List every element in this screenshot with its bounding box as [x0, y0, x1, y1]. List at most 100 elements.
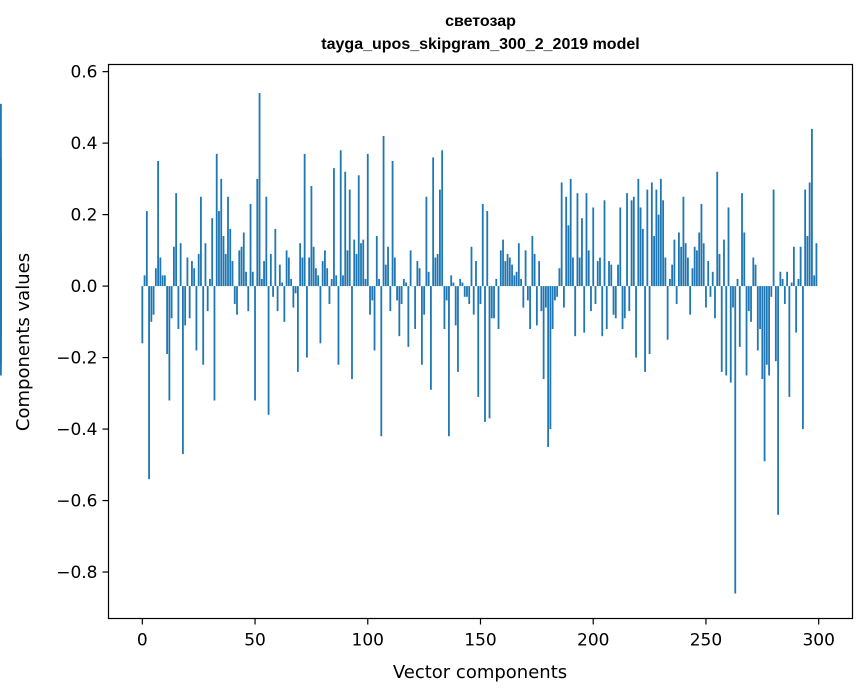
x-tick-label: 200 — [577, 631, 609, 651]
bar-168 — [520, 279, 522, 286]
bar-123 — [419, 268, 421, 286]
bar-109 — [387, 247, 389, 286]
bar-283 — [779, 272, 781, 286]
bar-162 — [507, 254, 509, 286]
bar-268 — [746, 286, 748, 375]
bar-71 — [301, 258, 303, 287]
bar-50 — [254, 286, 256, 400]
bar-129 — [432, 157, 434, 286]
bar-28 — [205, 243, 207, 286]
bar-68 — [295, 286, 297, 293]
bar-73 — [306, 286, 308, 357]
bar-169 — [522, 286, 524, 307]
bar-246 — [696, 250, 698, 286]
bar-127 — [428, 272, 430, 286]
bar-144 — [466, 286, 468, 297]
bar-57 — [270, 254, 272, 286]
bar-55 — [265, 197, 267, 286]
bar-227 — [653, 236, 655, 286]
bar-undefined — [0, 236, 2, 286]
bar-41 — [234, 286, 236, 304]
bar-190 — [570, 179, 572, 286]
bar-99 — [365, 279, 367, 286]
bar-146 — [471, 247, 473, 286]
bar-13 — [171, 286, 173, 318]
bar-176 — [538, 261, 540, 286]
bar-147 — [473, 286, 475, 315]
chart-title: светозар — [108, 13, 853, 31]
bar-150 — [480, 286, 482, 304]
bar-284 — [782, 279, 784, 286]
bar-192 — [574, 286, 576, 336]
bar-103 — [374, 286, 376, 350]
bar-12 — [168, 286, 170, 400]
bar-247 — [698, 232, 700, 286]
bar-286 — [786, 272, 788, 286]
bar-295 — [807, 236, 809, 286]
bar-279 — [770, 286, 772, 297]
bar-100 — [367, 154, 369, 286]
bar-289 — [793, 247, 795, 286]
bar-126 — [425, 197, 427, 286]
bar-174 — [534, 254, 536, 286]
bar-182 — [552, 286, 554, 329]
bar-93 — [351, 286, 353, 379]
bar-187 — [563, 286, 565, 307]
bar-266 — [741, 193, 743, 286]
bar-251 — [707, 261, 709, 286]
bar-198 — [588, 250, 590, 286]
bar-51 — [256, 179, 258, 286]
bar-160 — [502, 240, 504, 286]
bar-257 — [721, 286, 723, 372]
bar-211 — [617, 265, 619, 286]
bar-148 — [475, 261, 477, 286]
bar-114 — [398, 286, 400, 336]
bar-188 — [565, 197, 567, 286]
x-tick-label: 0 — [137, 631, 148, 651]
bar-149 — [477, 286, 479, 397]
bar-27 — [202, 286, 204, 365]
bar-1 — [144, 275, 146, 286]
bar-185 — [559, 268, 561, 286]
bar-217 — [631, 200, 633, 286]
x-axis-label: Vector components — [393, 662, 567, 683]
bar-215 — [626, 193, 628, 286]
bar-189 — [568, 225, 570, 286]
bar-156 — [493, 286, 495, 318]
bar-155 — [491, 286, 493, 318]
y-tick-label: −0.8 — [56, 563, 97, 583]
bar-39 — [229, 229, 231, 286]
bar-97 — [360, 243, 362, 286]
bar-232 — [664, 258, 666, 287]
bar-287 — [788, 286, 790, 397]
bar-19 — [184, 286, 186, 325]
bar-108 — [385, 265, 387, 286]
bar-52 — [259, 93, 261, 286]
bar-221 — [640, 207, 642, 286]
bar-141 — [459, 279, 461, 286]
bar-209 — [613, 286, 615, 315]
bar-49 — [252, 272, 254, 286]
bar-228 — [655, 190, 657, 287]
bar-83 — [329, 286, 331, 304]
bar-164 — [511, 265, 513, 286]
bar-40 — [232, 261, 234, 286]
x-tick-label: 300 — [802, 631, 834, 651]
bar-193 — [577, 193, 579, 286]
bar-69 — [297, 286, 299, 372]
bar-263 — [734, 286, 736, 593]
bar-173 — [531, 236, 533, 286]
bar-277 — [766, 286, 768, 365]
bar-63 — [283, 286, 285, 322]
x-tick-label: 250 — [690, 631, 722, 651]
bar-276 — [764, 286, 766, 461]
bar-77 — [315, 268, 317, 286]
bar-299 — [816, 243, 818, 286]
bar-292 — [800, 247, 802, 286]
bar-205 — [604, 200, 606, 286]
bar-18 — [182, 286, 184, 454]
bar-234 — [669, 279, 671, 286]
bar-104 — [376, 236, 378, 286]
bar-7 — [157, 161, 159, 286]
